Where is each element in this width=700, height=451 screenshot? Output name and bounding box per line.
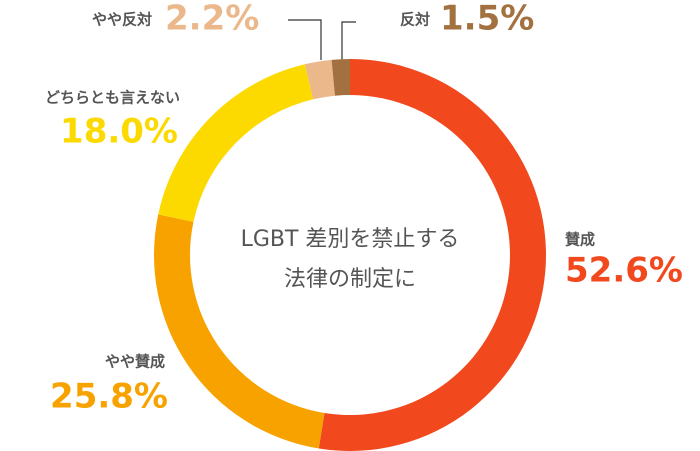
category-label: やや賛成	[105, 353, 165, 371]
leader-line	[288, 19, 322, 60]
value-label: 1.5%	[440, 0, 534, 39]
value-label: 18.0%	[60, 112, 178, 152]
category-label: 賛成	[565, 231, 595, 249]
value-label: 52.6%	[565, 251, 683, 291]
donut-segment	[331, 59, 350, 96]
category-label: 反対	[400, 11, 430, 29]
category-label: やや反対	[92, 11, 152, 29]
donut-segment	[154, 214, 325, 449]
center-text: LGBT 差別を禁止する	[241, 227, 460, 252]
donut-segment	[304, 59, 335, 100]
donut-segment	[318, 59, 547, 451]
center-text: 法律の制定に	[284, 267, 416, 292]
donut-segment	[158, 64, 314, 222]
leader-line	[341, 21, 356, 60]
value-label: 2.2%	[165, 0, 259, 39]
category-label: どちらとも言えない	[45, 89, 180, 107]
value-label: 25.8%	[50, 377, 168, 417]
